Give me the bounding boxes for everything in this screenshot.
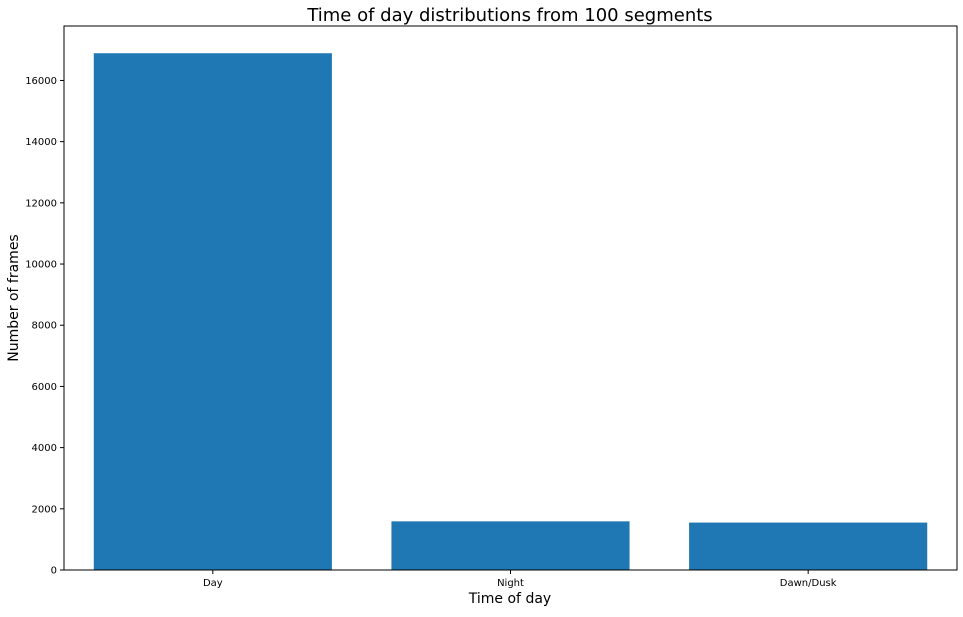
plot-frame bbox=[63, 25, 958, 571]
y-tick-label: 2000 bbox=[32, 504, 57, 515]
bar-dawn-dusk bbox=[689, 522, 928, 570]
chart-title: Time of day distributions from 100 segme… bbox=[306, 5, 712, 26]
bar-night bbox=[391, 521, 630, 570]
x-tick-label: Dawn/Dusk bbox=[780, 578, 837, 589]
bar-day bbox=[93, 53, 332, 571]
y-tick-label: 4000 bbox=[32, 443, 57, 454]
y-tick-label: 0 bbox=[51, 566, 57, 577]
x-tick-label: Night bbox=[497, 578, 524, 589]
x-axis-label: Time of day bbox=[468, 591, 551, 607]
y-axis-ticks: 0 2000 4000 6000 8000 10000 12000 14000 16000 bbox=[25, 76, 64, 577]
y-tick-label: 14000 bbox=[25, 137, 57, 148]
y-axis-label: Number of frames bbox=[6, 234, 22, 361]
y-tick-label: 10000 bbox=[25, 260, 57, 271]
x-axis-ticks: Day Night Dawn/Dusk bbox=[203, 570, 837, 589]
bars-group bbox=[93, 53, 928, 571]
y-tick-label: 12000 bbox=[25, 198, 57, 209]
y-tick-label: 8000 bbox=[32, 321, 57, 332]
y-tick-label: 16000 bbox=[25, 76, 57, 87]
x-tick-label: Day bbox=[203, 578, 223, 589]
y-tick-label: 6000 bbox=[32, 382, 57, 393]
